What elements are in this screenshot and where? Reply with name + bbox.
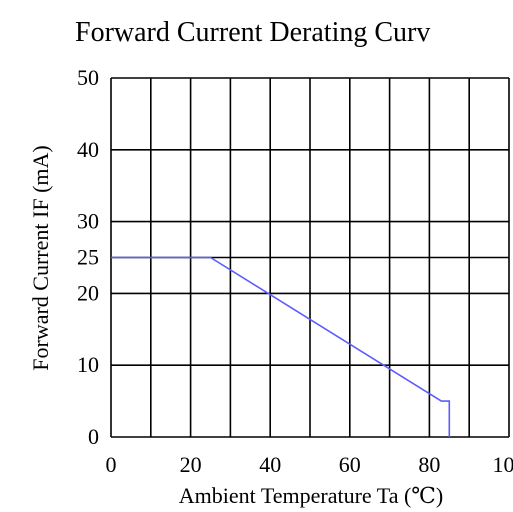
- x-axis-title: Ambient Temperature Ta (℃): [179, 483, 443, 508]
- x-tick-label: 40: [259, 452, 281, 477]
- chart-title: Forward Current Derating Curv: [75, 17, 430, 48]
- y-tick-label: 40: [77, 137, 99, 162]
- y-tick-label: 0: [88, 424, 99, 449]
- y-tick-label: 25: [77, 245, 99, 270]
- y-tick-label: 30: [77, 209, 99, 234]
- derating-curve-line: [111, 256, 451, 437]
- grid-layer: [110, 77, 510, 438]
- x-tick-label: 80: [418, 452, 440, 477]
- x-tick-label: 100: [493, 452, 513, 477]
- x-tick-label: 20: [180, 452, 202, 477]
- series-layer: [111, 256, 451, 437]
- x-tick-label: 0: [106, 452, 117, 477]
- tick-label-layer: 0 20 40 60 80 100 0 10 20 25 30 40 50: [77, 65, 513, 477]
- y-tick-label: 10: [77, 352, 99, 377]
- x-tick-label: 60: [339, 452, 361, 477]
- y-tick-label: 20: [77, 280, 99, 305]
- y-axis-title: Forward Current IF (mA): [28, 145, 53, 370]
- y-tick-label: 50: [77, 65, 99, 90]
